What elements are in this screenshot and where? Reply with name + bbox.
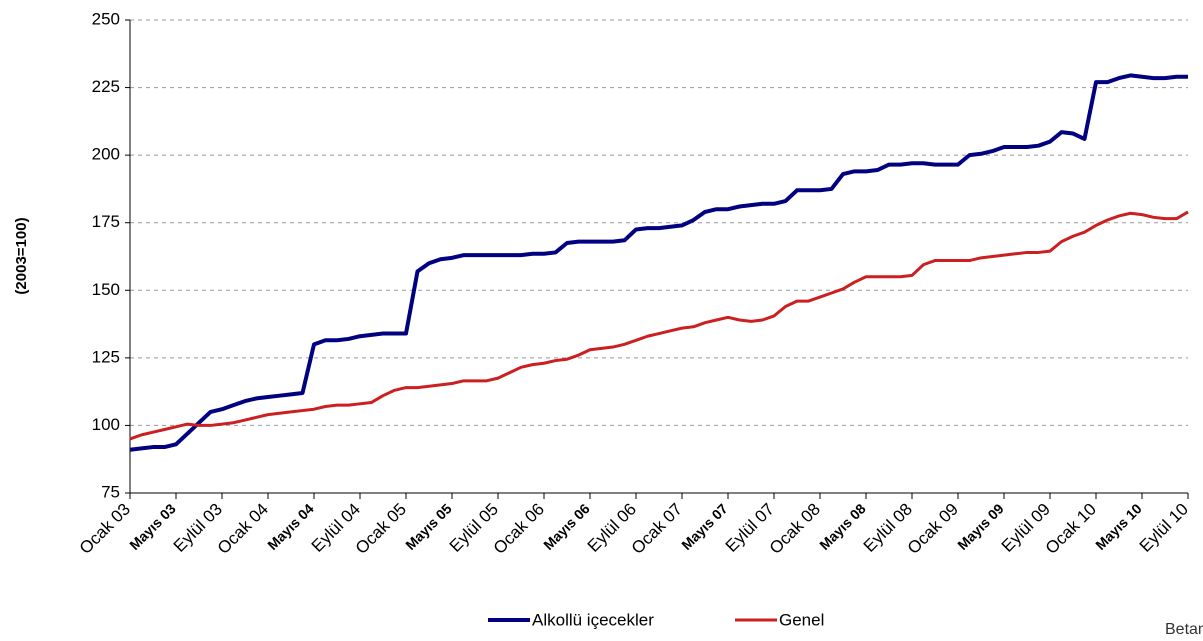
x-tick-label: Mayıs 03 <box>126 500 179 553</box>
series-line <box>129 210 1189 441</box>
legend-label: Genel <box>779 610 824 629</box>
series-line <box>129 73 1188 452</box>
x-tick-label: Mayıs 08 <box>816 500 869 553</box>
y-tick-label: 150 <box>92 280 120 299</box>
x-tick-label: Mayıs 05 <box>402 500 455 553</box>
x-tick-label: Ocak 05 <box>352 500 410 558</box>
y-tick-label: 200 <box>92 145 120 164</box>
x-tick-label: Ocak 09 <box>904 500 962 558</box>
x-tick-label: Ocak 08 <box>766 500 824 558</box>
x-tick-label: Ocak 07 <box>628 500 686 558</box>
x-tick-label: Ocak 10 <box>1042 500 1100 558</box>
y-tick-label: 175 <box>92 212 120 231</box>
x-tick-label: Mayıs 06 <box>540 500 593 553</box>
y-tick-label: 125 <box>92 347 120 366</box>
y-tick-label: 100 <box>92 415 120 434</box>
x-tick-label: Mayıs 04 <box>264 500 317 553</box>
x-tick-label: Ocak 06 <box>490 500 548 558</box>
logo: Betam <box>1165 621 1203 638</box>
y-axis-label: (2003=100) <box>13 217 30 294</box>
y-tick-label: 225 <box>92 77 120 96</box>
x-tick-label: Ocak 03 <box>76 500 134 558</box>
x-tick-label: Ocak 04 <box>214 500 272 558</box>
x-tick-label: Eylül 10 <box>1136 500 1192 556</box>
x-tick-label: Mayıs 09 <box>954 500 1007 553</box>
legend-label: Alkollü içecekler <box>532 610 654 629</box>
y-tick-label: 250 <box>92 9 120 28</box>
y-tick-label: 75 <box>101 482 120 501</box>
x-tick-label: Mayıs 10 <box>1092 500 1145 553</box>
x-tick-label: Mayıs 07 <box>678 500 731 553</box>
